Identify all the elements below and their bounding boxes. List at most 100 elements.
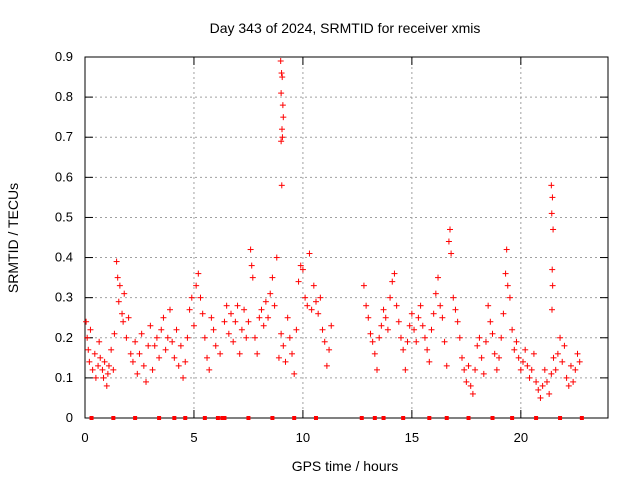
data-point	[105, 362, 112, 369]
data-point	[101, 358, 108, 365]
data-point	[509, 326, 516, 333]
data-point	[258, 306, 265, 313]
data-point	[265, 314, 272, 321]
x-tick-label: 0	[81, 430, 88, 445]
data-point	[317, 294, 324, 301]
data-point	[273, 254, 280, 261]
zero-value-point	[444, 416, 449, 420]
data-point	[550, 226, 557, 233]
data-point	[110, 366, 117, 373]
data-point	[156, 354, 163, 361]
data-point	[384, 326, 391, 333]
data-point	[406, 322, 413, 329]
data-point	[84, 334, 91, 341]
data-point	[278, 330, 285, 337]
data-point	[374, 366, 381, 373]
x-tick-label: 20	[514, 430, 528, 445]
data-point	[378, 322, 385, 329]
data-point	[517, 366, 524, 373]
data-point	[236, 350, 243, 357]
data-point	[119, 310, 126, 317]
data-point	[277, 58, 284, 65]
data-point	[493, 366, 500, 373]
data-point	[241, 306, 248, 313]
data-point	[515, 354, 522, 361]
data-point	[548, 306, 555, 313]
data-point	[123, 334, 130, 341]
data-point	[208, 314, 215, 321]
data-point	[315, 310, 322, 317]
data-point	[158, 326, 165, 333]
y-tick-label: 0.4	[55, 250, 73, 265]
data-point	[171, 354, 178, 361]
data-point	[199, 310, 206, 317]
data-point	[293, 326, 300, 333]
data-point	[395, 318, 402, 325]
data-point	[557, 334, 564, 341]
zero-value-point	[558, 416, 563, 420]
data-point	[217, 350, 224, 357]
data-point	[548, 210, 555, 217]
data-point	[426, 358, 433, 365]
data-point	[439, 314, 446, 321]
data-point	[415, 314, 422, 321]
data-point	[201, 334, 208, 341]
data-point	[210, 326, 217, 333]
data-point	[186, 306, 193, 313]
data-point	[546, 390, 553, 397]
data-point	[380, 306, 387, 313]
data-point	[506, 294, 513, 301]
data-point	[282, 358, 289, 365]
zero-value-point	[313, 416, 318, 420]
data-point	[212, 342, 219, 349]
data-point	[419, 322, 426, 329]
data-point	[323, 362, 330, 369]
data-point	[400, 346, 407, 353]
data-point	[504, 282, 511, 289]
data-point	[369, 338, 376, 345]
data-point	[299, 266, 306, 273]
data-point	[437, 302, 444, 309]
axis-ticks: 0 0.1 0.2 0.3 0.4 0.5 0.6 0.7 0.8 0.9 0 5 10 15 20	[55, 49, 608, 445]
data-point	[443, 362, 450, 369]
data-point	[535, 386, 542, 393]
data-point	[393, 302, 400, 309]
data-point	[454, 318, 461, 325]
data-point	[136, 350, 143, 357]
data-points	[83, 58, 584, 420]
data-point	[476, 334, 483, 341]
zero-value-point	[427, 416, 432, 420]
data-point	[149, 366, 156, 373]
data-point	[565, 382, 572, 389]
data-point	[104, 370, 111, 377]
data-point	[269, 274, 276, 281]
data-point	[254, 350, 261, 357]
data-point	[204, 354, 211, 361]
data-point	[295, 278, 302, 285]
data-point	[389, 278, 396, 285]
data-point	[482, 338, 489, 345]
x-tick-label: 5	[190, 430, 197, 445]
data-point	[83, 318, 90, 325]
chart-title: Day 343 of 2024, SRMTID for receiver xmi…	[210, 20, 481, 36]
y-tick-label: 0.6	[55, 169, 73, 184]
data-point	[472, 366, 479, 373]
data-point	[284, 314, 291, 321]
data-point	[262, 298, 269, 305]
data-point	[408, 310, 415, 317]
data-point	[97, 354, 104, 361]
data-point	[402, 366, 409, 373]
data-point	[570, 378, 577, 385]
data-point	[278, 70, 285, 77]
data-point	[278, 138, 285, 145]
zero-value-point	[534, 416, 539, 420]
data-point	[469, 390, 476, 397]
data-point	[100, 374, 107, 381]
data-point	[543, 378, 550, 385]
data-point	[441, 338, 448, 345]
data-point	[533, 378, 540, 385]
data-point	[92, 374, 99, 381]
data-point	[391, 270, 398, 277]
